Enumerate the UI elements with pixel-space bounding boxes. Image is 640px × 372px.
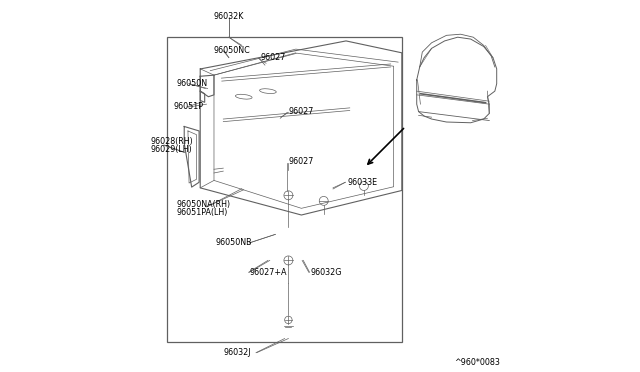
Text: 96027: 96027	[289, 157, 314, 166]
Bar	[168, 37, 402, 342]
Text: 96050N: 96050N	[177, 79, 208, 88]
Text: 96027+A: 96027+A	[250, 268, 287, 277]
Text: 96027: 96027	[260, 53, 286, 62]
Text: ^960*0083: ^960*0083	[454, 358, 500, 367]
Text: 96028(RH): 96028(RH)	[151, 137, 193, 146]
Text: 96029(LH): 96029(LH)	[151, 145, 193, 154]
Text: 96051P: 96051P	[173, 102, 203, 110]
Text: 96050NB: 96050NB	[216, 238, 252, 247]
Text: 96032G: 96032G	[310, 268, 342, 277]
Text: 96051PA(LH): 96051PA(LH)	[177, 208, 228, 217]
Text: 96032J: 96032J	[223, 348, 251, 357]
Text: 96050NA(RH): 96050NA(RH)	[177, 200, 231, 209]
Text: 96027: 96027	[289, 107, 314, 116]
Text: 96050NC: 96050NC	[214, 46, 251, 55]
Text: 96033E: 96033E	[348, 178, 378, 187]
Text: 96032K: 96032K	[214, 12, 244, 21]
